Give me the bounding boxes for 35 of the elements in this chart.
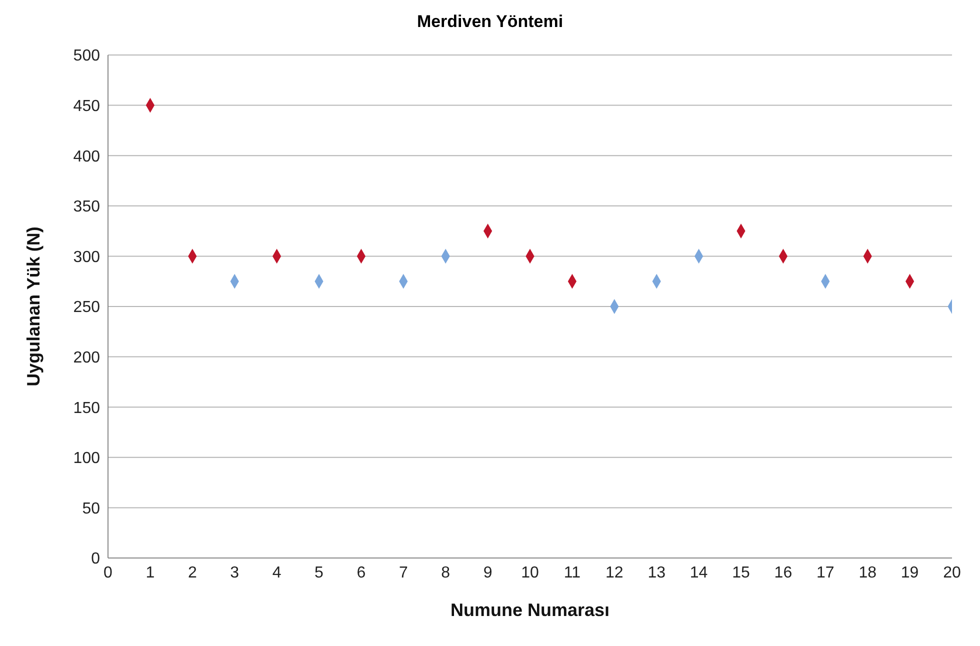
- x-tick-label: 1: [146, 564, 155, 582]
- y-tick-label: 200: [73, 349, 100, 366]
- x-tick-label: 16: [774, 564, 792, 582]
- x-tick-label: 19: [900, 564, 919, 582]
- x-tick-label: 20: [943, 564, 961, 582]
- y-tick-label: 250: [73, 299, 100, 316]
- y-tick-label: 450: [73, 98, 100, 115]
- x-tick-label: 3: [230, 564, 240, 582]
- x-tick-label: 9: [483, 564, 492, 582]
- chart-title: Merdiven Yöntemi: [416, 12, 564, 32]
- y-tick-label: 300: [73, 248, 100, 266]
- y-tick-label: 400: [73, 148, 100, 166]
- x-tick-label: 11: [564, 564, 581, 582]
- x-tick-label: 6: [356, 564, 366, 582]
- x-tick-label: 15: [732, 564, 750, 582]
- x-axis-title: Numune Numarası: [450, 600, 610, 620]
- x-tick-label: 18: [858, 564, 877, 582]
- x-tick-label: 17: [816, 564, 834, 582]
- y-tick-label: 150: [73, 400, 100, 417]
- x-tick-label: 7: [398, 564, 408, 582]
- y-tick-label: 0: [91, 550, 100, 568]
- y-tick-label: 100: [73, 450, 100, 468]
- x-tick-label: 0: [104, 564, 113, 582]
- x-tick-label: 5: [314, 564, 324, 582]
- x-tick-label: 14: [690, 564, 708, 582]
- x-tick-label: 12: [606, 564, 624, 582]
- x-tick-label: 8: [441, 564, 450, 582]
- y-axis-title: Uygulanan Yük (N): [23, 226, 44, 386]
- x-tick-label: 2: [188, 564, 197, 582]
- x-tick-label: 13: [648, 564, 666, 582]
- x-tick-label: 4: [272, 564, 282, 582]
- x-tick-label: 10: [521, 564, 539, 582]
- y-tick-label: 50: [82, 500, 100, 518]
- y-tick-label: 500: [73, 48, 100, 65]
- y-tick-label: 350: [73, 198, 100, 216]
